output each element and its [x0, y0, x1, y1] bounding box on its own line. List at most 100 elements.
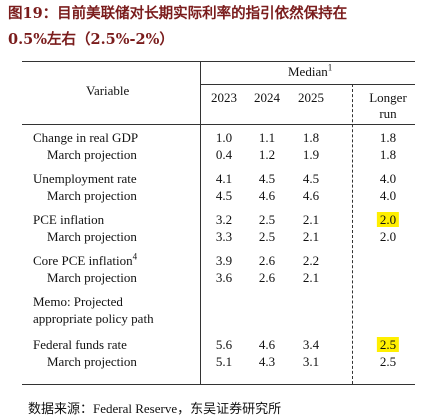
cell-value: 3.2	[216, 212, 232, 228]
cell-text: 5.6	[215, 337, 233, 352]
cell-text: 2.0	[376, 212, 400, 227]
cell-value: 1.0	[216, 130, 232, 146]
variable-header: Variable	[86, 83, 130, 98]
cell-text: 3.2	[215, 212, 233, 227]
cell-text: 4.0	[379, 187, 397, 203]
cell-text: 2.5	[258, 228, 276, 244]
cell-text: 4.6	[302, 187, 320, 203]
column-header: 2024	[254, 90, 280, 105]
cell-value: 4.0	[380, 188, 396, 204]
title: 0.5%左右（2.5%-2%）	[8, 31, 174, 48]
cell-text: 1.2	[258, 146, 276, 162]
cell-value: 2.5	[380, 354, 396, 370]
cell-text: 2.6	[258, 253, 276, 268]
cell-text: 4.0	[379, 171, 397, 186]
cell-text: 1.9	[302, 146, 320, 162]
cell-text: 2.6	[258, 269, 276, 285]
cell-value: 4.3	[259, 354, 275, 370]
rule	[200, 61, 201, 384]
note: 1	[327, 62, 333, 73]
cell-value: 2.6	[259, 270, 275, 286]
cell-value: 2.1	[303, 270, 319, 286]
row-label-text: March projection	[47, 187, 137, 203]
row-label-text: March projection	[47, 269, 137, 285]
cell-value: 3.4	[303, 337, 319, 353]
cell-text: 4.5	[215, 187, 233, 203]
cell-text: 1.8	[379, 130, 397, 145]
cell-text: 4.3	[258, 353, 276, 369]
cell-text: 4.1	[215, 171, 233, 186]
cell-value: 5.6	[216, 337, 232, 353]
cell-value: 4.6	[259, 188, 275, 204]
row-label: March projection	[47, 147, 137, 163]
row-label: March projection	[47, 354, 137, 370]
cell-value: 3.1	[303, 354, 319, 370]
cell-value: 3.9	[216, 253, 232, 269]
rule	[22, 384, 415, 385]
cell-value: 3.3	[216, 229, 232, 245]
column-header: Longer	[369, 90, 407, 105]
note: 4	[132, 251, 138, 262]
cell-value: 2.5	[376, 337, 400, 353]
cell-text: 4.5	[258, 171, 276, 186]
cell-value: 1.8	[380, 130, 396, 146]
cell-value: 2.5	[259, 229, 275, 245]
cell-text: 1.8	[379, 146, 397, 162]
row-label: March projection	[47, 188, 137, 204]
cell-value: 4.0	[380, 171, 396, 187]
row-label-text: Core PCE inflation	[33, 253, 133, 268]
rule	[200, 84, 415, 85]
cell-text: 0.4	[215, 146, 233, 162]
cell-text: 3.1	[302, 353, 320, 369]
row-label: appropriate policy path	[33, 311, 154, 327]
row-label-text: Change in real GDP	[33, 130, 139, 145]
cell-text: 3.4	[302, 337, 320, 352]
rule	[22, 61, 415, 62]
cell-value: 1.9	[303, 147, 319, 163]
title: 图19：目前美联储对长期实际利率的指引依然保持在	[8, 5, 348, 22]
row-label: Memo: Projected	[33, 294, 123, 310]
cell-text: 2.1	[302, 269, 320, 285]
column-header: 2025	[298, 90, 324, 105]
cell-value: 2.0	[376, 212, 400, 228]
cell-text: 2.5	[258, 212, 276, 227]
cell-value: 1.2	[259, 147, 275, 163]
cell-value: 2.1	[303, 229, 319, 245]
cell-value: 2.0	[380, 229, 396, 245]
cell-text: 4.6	[258, 337, 276, 352]
cell-text: 2.5	[376, 337, 400, 352]
cell-text: 3.3	[215, 228, 233, 244]
cell-value: 2.6	[259, 253, 275, 269]
row-label-text: March projection	[47, 353, 137, 369]
row-label: March projection	[47, 270, 137, 286]
cell-value: 0.4	[216, 147, 232, 163]
cell-value: 3.6	[216, 270, 232, 286]
cell-text: 2.1	[302, 228, 320, 244]
row-label: PCE inflation	[33, 212, 104, 228]
cell-text: 2.2	[302, 253, 320, 268]
cell-text: 1.0	[215, 130, 233, 145]
median-text: Median	[288, 64, 328, 79]
cell-value: 4.1	[216, 171, 232, 187]
row-label-text: Unemployment rate	[33, 171, 137, 186]
cell-value: 4.6	[259, 337, 275, 353]
row-label: Core PCE inflation4	[33, 251, 138, 269]
column-header: run	[379, 106, 397, 121]
source: 数据来源：Federal Reserve，东吴证券研究所	[28, 401, 282, 416]
cell-text: 1.8	[302, 130, 320, 145]
row-label-text: Memo: Projected	[33, 294, 123, 309]
row-label: March projection	[47, 229, 137, 245]
cell-value: 2.5	[259, 212, 275, 228]
rule	[352, 84, 353, 384]
cell-value: 1.1	[259, 130, 275, 146]
row-label-text: appropriate policy path	[33, 310, 154, 326]
row-label-text: Federal funds rate	[33, 337, 127, 352]
row-label: Federal funds rate	[33, 337, 127, 353]
cell-value: 2.2	[303, 253, 319, 269]
cell-value: 2.1	[303, 212, 319, 228]
cell-value: 4.5	[303, 171, 319, 187]
median-header: Median1	[288, 62, 333, 80]
cell-value: 4.5	[216, 188, 232, 204]
row-label-text: PCE inflation	[33, 212, 105, 227]
